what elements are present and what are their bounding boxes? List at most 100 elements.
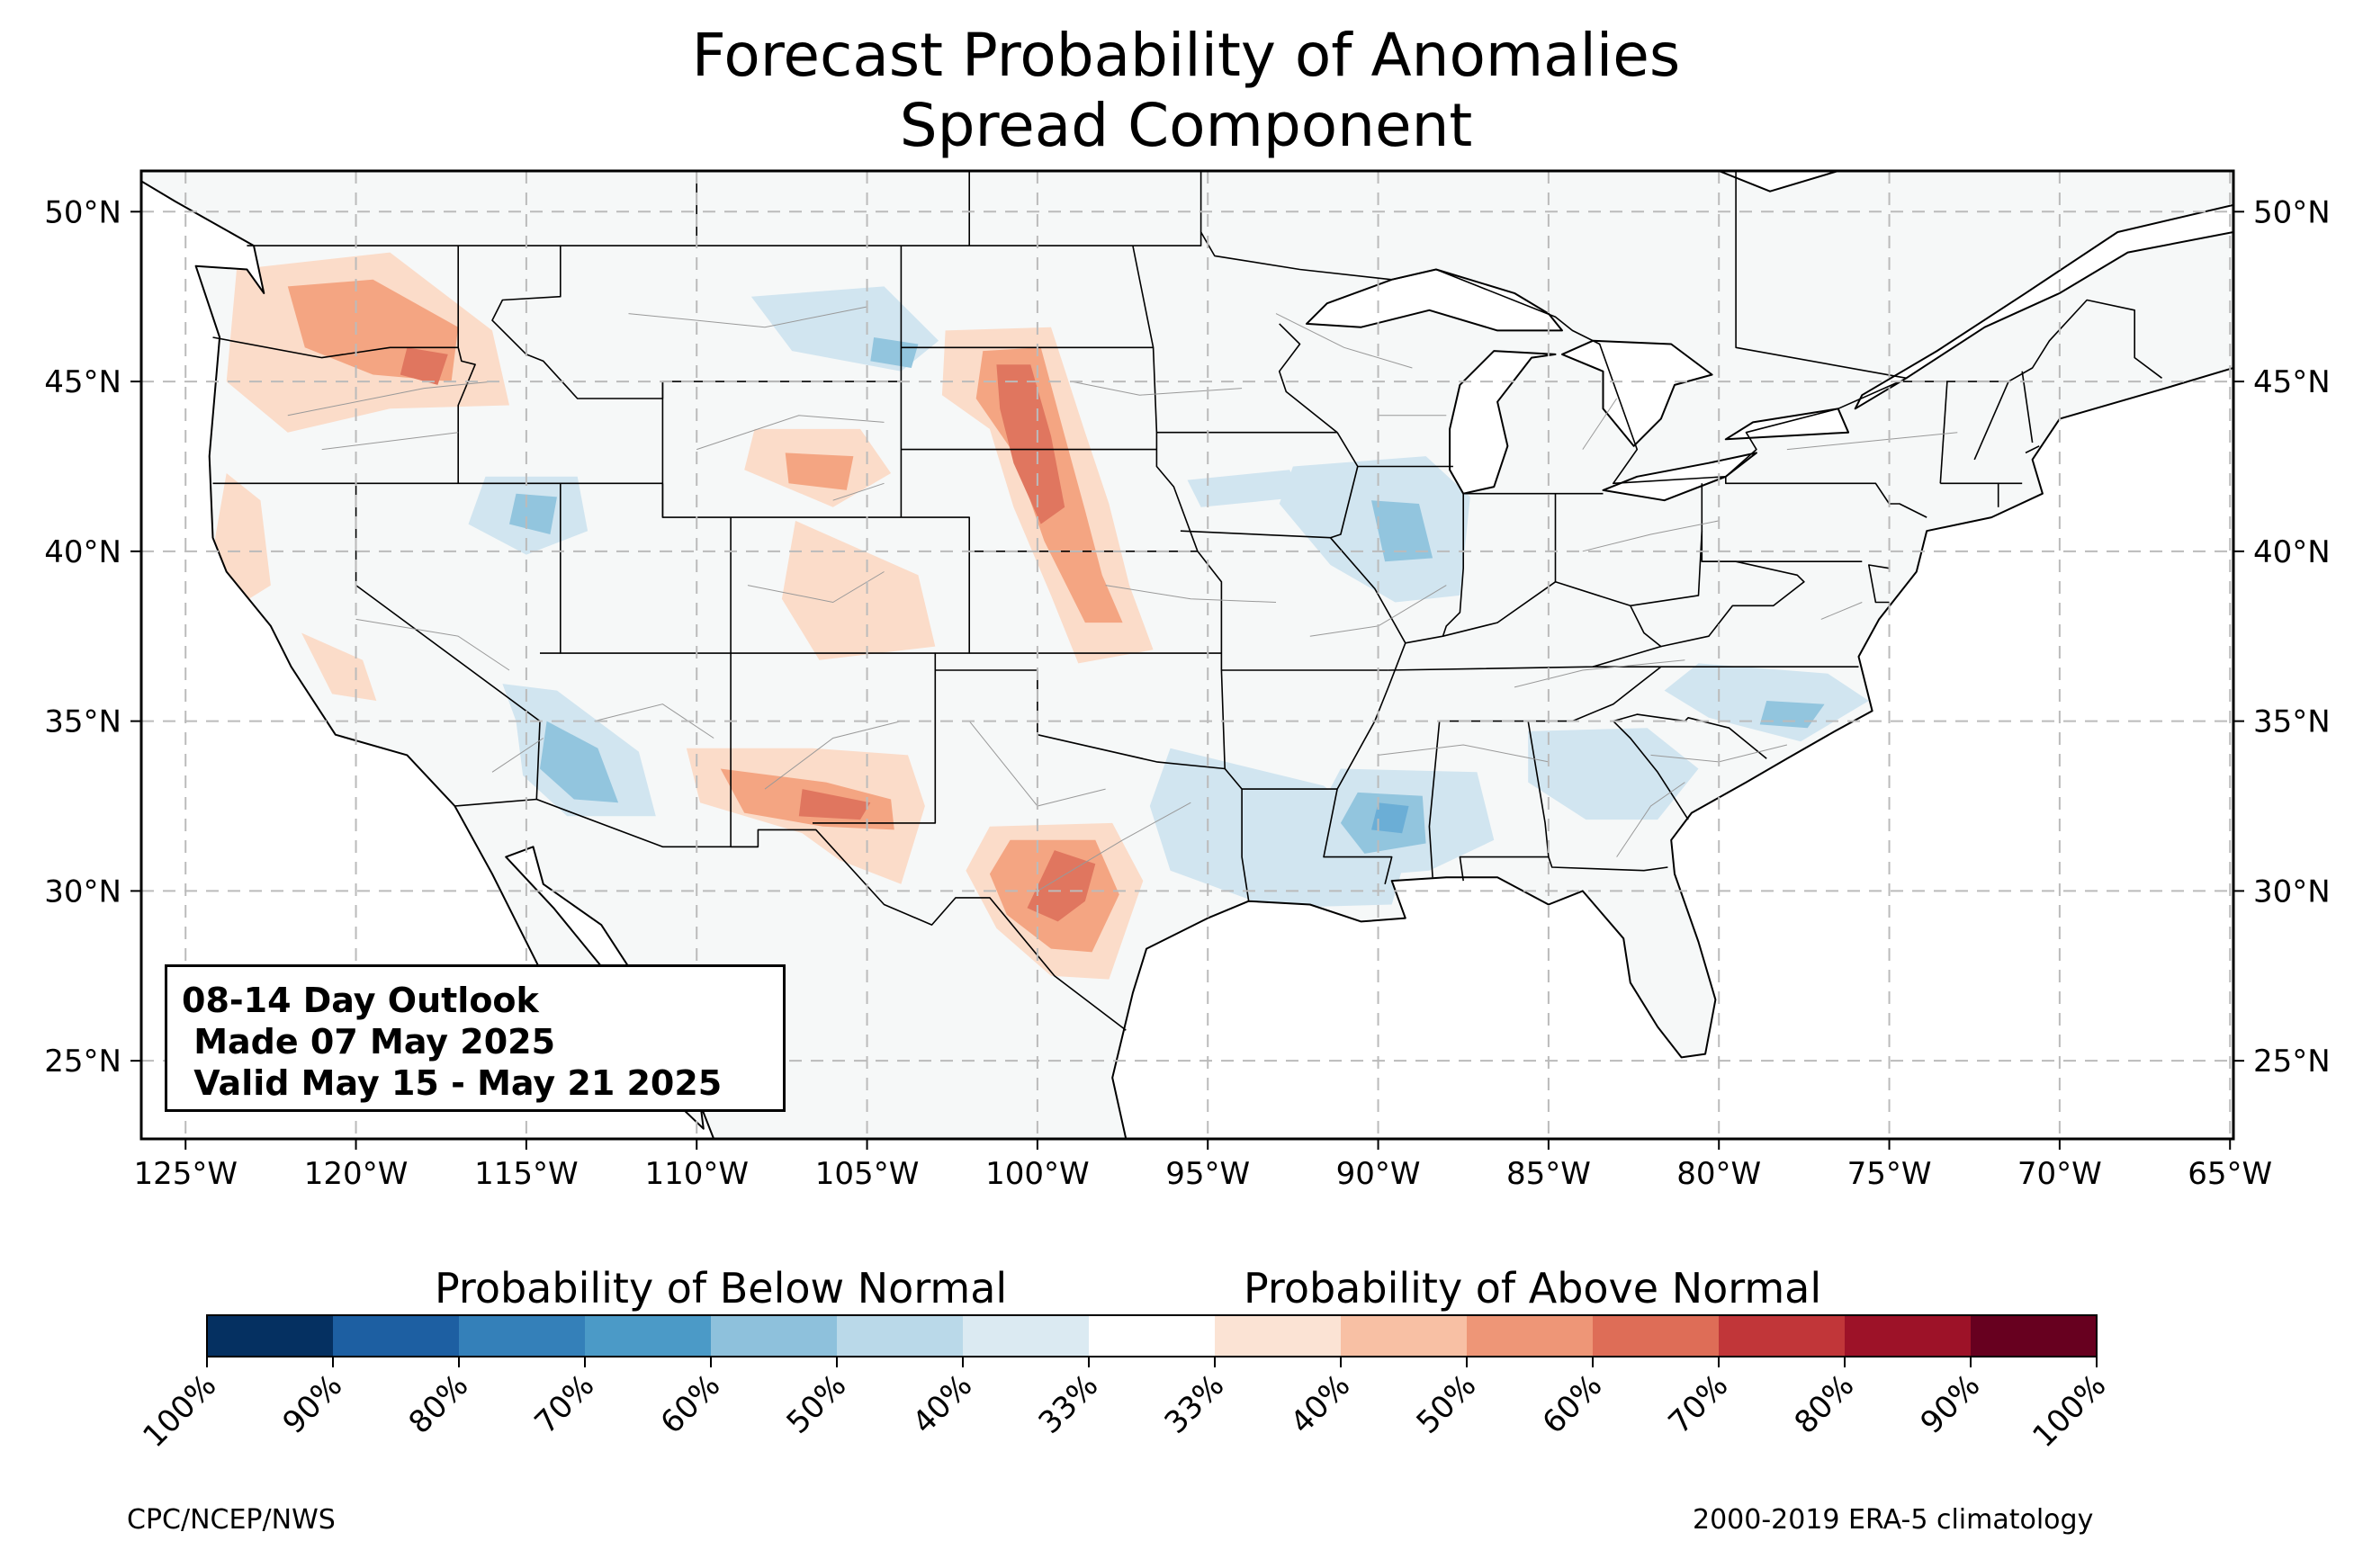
lat-tick-label-right: 25°N <box>2253 1044 2331 1080</box>
border-line-17 <box>813 516 970 824</box>
border-line-27 <box>1180 530 1331 539</box>
axis-ticks: 125°W 120°W 115°W 110°W 105°W 100°W 95°W 90°W 85… <box>44 194 2330 1192</box>
below-normal-legend-title: Probability of Below Normal <box>435 1264 1008 1313</box>
border-line-9 <box>355 483 541 800</box>
lon-tick-label: 95°W <box>1165 1156 1250 1192</box>
hudson-bay-edge <box>1718 171 1839 193</box>
lat-tick-label-right: 45°N <box>2253 364 2331 400</box>
border-line-1 <box>454 798 1127 1031</box>
footer-climatology: 2000-2019 ERA-5 climatology <box>1693 1504 2094 1536</box>
border-line-28 <box>1323 432 1406 884</box>
anomaly-region-below-50 <box>1371 500 1433 562</box>
division-line-15 <box>1582 520 1720 552</box>
colorbar-tick-label: 40% <box>906 1367 980 1441</box>
anomaly-regions <box>212 252 1869 980</box>
colorbar-tick-label: 100% <box>2026 1367 2113 1455</box>
anomaly-region-above-40 <box>781 520 936 660</box>
lake-michigan <box>1449 350 1557 495</box>
division-line-1 <box>321 432 459 451</box>
border-line-26 <box>1278 323 1338 434</box>
anomaly-region-above-60 <box>400 347 448 385</box>
division-line-0 <box>287 381 493 417</box>
colorbar-bin <box>1089 1315 1216 1357</box>
division-line-11 <box>1105 585 1277 603</box>
division-line-16 <box>1514 659 1685 688</box>
lon-tick-label: 75°W <box>1847 1156 1932 1192</box>
border-line-6 <box>457 246 476 484</box>
colorbar-bin <box>333 1315 460 1357</box>
division-line-24 <box>832 482 885 501</box>
colorbar-bin <box>1467 1315 1594 1357</box>
colorbar-tick-label: 80% <box>1788 1367 1862 1441</box>
anomaly-region-below-40 <box>1279 456 1470 603</box>
colorbar-bin <box>1719 1315 1846 1357</box>
lon-tick-label: 120°W <box>304 1156 409 1192</box>
colorbar-tick-label: 70% <box>528 1367 602 1441</box>
border-line-41 <box>1613 721 1689 820</box>
lat-tick-label-left: 35°N <box>44 704 121 740</box>
border-line-45 <box>1660 560 1805 648</box>
anomaly-region-below-50 <box>870 337 919 368</box>
lat-tick-label-right: 30°N <box>2253 874 2331 909</box>
division-line-2 <box>355 618 510 671</box>
footer-source: CPC/NCEP/NWS <box>127 1504 336 1536</box>
anomaly-region-below-50 <box>509 493 557 534</box>
border-line-0 <box>247 231 2162 485</box>
lon-tick-label: 65°W <box>2188 1156 2272 1192</box>
colorbar-frame <box>206 1314 2098 1357</box>
lon-tick-label: 90°W <box>1336 1156 1421 1192</box>
lat-tick-label-left: 25°N <box>44 1044 121 1080</box>
division-line-4 <box>696 415 885 451</box>
division-line-3 <box>628 306 867 328</box>
anomaly-region-below-50 <box>540 721 619 803</box>
lon-tick-label: 85°W <box>1506 1156 1591 1192</box>
outlook-info-box: 08-14 Day Outlook Made 07 May 2025 Valid… <box>165 964 786 1112</box>
lat-tick-label-right: 50°N <box>2253 194 2331 230</box>
anomaly-region-above-40 <box>212 473 271 603</box>
map-frame <box>139 169 2235 1141</box>
border-line-32 <box>1442 493 1464 637</box>
anomaly-region-above-40 <box>301 632 377 701</box>
border-line-40 <box>1613 713 1767 759</box>
colorbar-bin <box>963 1315 1090 1357</box>
water-bodies <box>141 171 2233 1139</box>
lon-tick-label: 125°W <box>133 1156 238 1192</box>
lon-tick-label: 70°W <box>2017 1156 2102 1192</box>
colorbar-tick-label: 60% <box>654 1367 728 1441</box>
lat-tick-label-right: 35°N <box>2253 704 2331 740</box>
anomaly-region-above-60 <box>798 789 871 820</box>
lat-tick-label-right: 40°N <box>2253 534 2331 570</box>
lon-tick-label: 115°W <box>474 1156 579 1192</box>
colorbar-tick-label: 50% <box>780 1367 854 1441</box>
anomaly-region-below-40 <box>1187 470 1304 507</box>
colorbar-bin <box>1215 1315 1342 1357</box>
colorbar-bin <box>459 1315 586 1357</box>
colorbar-tick-label: 40% <box>1284 1367 1358 1441</box>
division-line-23 <box>491 738 544 773</box>
border-line-52 <box>2021 371 2034 444</box>
border-line-44 <box>1630 531 1703 607</box>
colorbar-bin <box>1341 1315 1468 1357</box>
colorbar-bin <box>837 1315 964 1357</box>
lon-tick-label: 110°W <box>644 1156 749 1192</box>
border-line-5 <box>1735 171 1907 380</box>
colorbar-tick-label: 70% <box>1662 1367 1736 1441</box>
colorbar-bin <box>207 1315 334 1357</box>
colorbar-tick-label: 60% <box>1536 1367 1610 1441</box>
lat-tick-label-left: 30°N <box>44 874 121 909</box>
saint-lawrence <box>1854 203 2233 410</box>
colorbar-bin <box>1971 1315 2098 1357</box>
map-title-line-1: Forecast Probability of Anomalies <box>691 21 1681 90</box>
division-line-7 <box>764 721 902 790</box>
outlook-period: 08-14 Day Outlook <box>182 981 539 1020</box>
division-line-20 <box>1582 398 1618 450</box>
border-line-39 <box>1548 856 1668 872</box>
made-date: Made 07 May 2025 <box>182 1022 556 1062</box>
colorbar-tick-label: 33% <box>1032 1367 1106 1441</box>
division-line-9 <box>1037 802 1191 892</box>
map-title-line-2: Spread Component <box>899 91 1473 160</box>
division-line-6 <box>594 703 714 739</box>
colorbar-bin <box>1593 1315 1720 1357</box>
lat-tick-label-left: 50°N <box>44 194 121 230</box>
